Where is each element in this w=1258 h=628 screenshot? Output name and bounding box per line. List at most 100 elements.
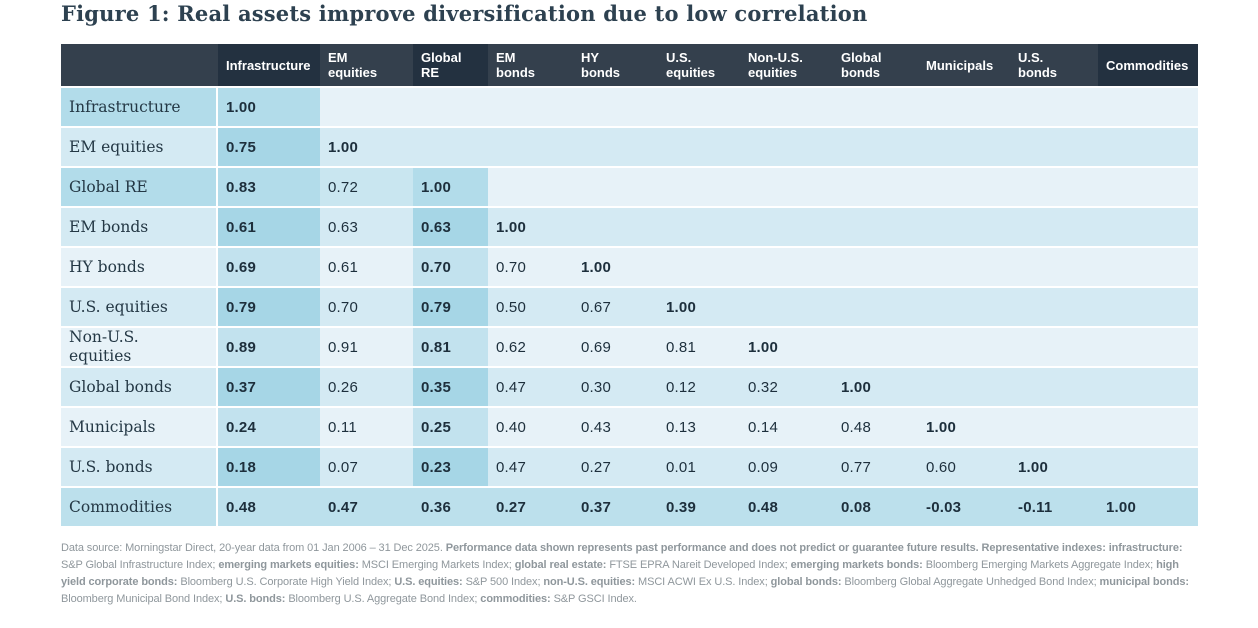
cell-empty-municipals-us-bonds: [1010, 408, 1098, 448]
column-header-em-bonds: EM bonds: [488, 44, 573, 88]
cell-empty-em-equities-hy-bonds: [573, 128, 658, 168]
cell-global-bonds-global-bonds: 1.00: [833, 368, 918, 408]
cell-empty-global-re-non-us-equities: [740, 168, 833, 208]
footnote-segment-11: U.S. equities:: [394, 576, 463, 588]
cell-empty-hy-bonds-global-bonds: [833, 248, 918, 288]
cell-commodities-global-bonds: 0.08: [833, 488, 918, 528]
cell-us-bonds-us-equities: 0.01: [658, 448, 740, 488]
footnote-segment-20: Bloomberg U.S. Aggregate Bond Index;: [285, 593, 481, 605]
cell-em-bonds-em-equities: 0.63: [320, 208, 413, 248]
cell-non-us-equities-non-us-equities: 1.00: [740, 328, 833, 368]
footnote-segment-15: global bonds:: [770, 576, 842, 588]
cell-empty-global-re-em-bonds: [488, 168, 573, 208]
cell-commodities-us-bonds: -0.11: [1010, 488, 1098, 528]
cell-empty-infrastructure-em-equities: [320, 88, 413, 128]
cell-empty-em-bonds-commodities: [1098, 208, 1198, 248]
footnote-segment-8: Bloomberg Emerging Markets Aggregate Ind…: [922, 559, 1157, 571]
cell-empty-global-bonds-commodities: [1098, 368, 1198, 408]
cell-empty-em-equities-us-bonds: [1010, 128, 1098, 168]
table-row-em-bonds: EM bonds 0.61 0.63 0.63 1.00: [61, 208, 1198, 248]
row-label-global-re: Global RE: [61, 168, 218, 208]
correlation-matrix-table: Infrastructure EM equities Global RE EM bon…: [61, 44, 1198, 528]
cell-em-bonds-infrastructure: 0.61: [218, 208, 320, 248]
cell-us-equities-hy-bonds: 0.67: [573, 288, 658, 328]
cell-non-us-equities-em-equities: 0.91: [320, 328, 413, 368]
cell-empty-us-bonds-commodities: [1098, 448, 1198, 488]
cell-empty-non-us-equities-municipals: [918, 328, 1010, 368]
table-row-infrastructure: Infrastructure 1.00: [61, 88, 1198, 128]
cell-municipals-non-us-equities: 0.14: [740, 408, 833, 448]
column-header-municipals: Municipals: [918, 44, 1010, 88]
cell-empty-hy-bonds-non-us-equities: [740, 248, 833, 288]
cell-us-bonds-non-us-equities: 0.09: [740, 448, 833, 488]
cell-empty-hy-bonds-us-equities: [658, 248, 740, 288]
footnote-segment-1: Performance data shown represents past p…: [445, 542, 1183, 554]
cell-empty-em-bonds-us-equities: [658, 208, 740, 248]
cell-empty-em-equities-municipals: [918, 128, 1010, 168]
cell-global-bonds-hy-bonds: 0.30: [573, 368, 658, 408]
cell-em-bonds-global-re: 0.63: [413, 208, 488, 248]
cell-empty-us-equities-municipals: [918, 288, 1010, 328]
table-row-us-bonds: U.S. bonds 0.18 0.07 0.23 0.47 0.27 0.01 0.09 0.…: [61, 448, 1198, 488]
cell-us-bonds-global-re: 0.23: [413, 448, 488, 488]
cell-global-bonds-infrastructure: 0.37: [218, 368, 320, 408]
row-label-non-us-equities: Non-U.S. equities: [61, 328, 218, 368]
cell-global-re-global-re: 1.00: [413, 168, 488, 208]
footnote-segment-14: MSCI ACWI Ex U.S. Index;: [635, 576, 771, 588]
cell-us-bonds-em-bonds: 0.47: [488, 448, 573, 488]
cell-empty-infrastructure-commodities: [1098, 88, 1198, 128]
column-header-em-equities: EM equities: [320, 44, 413, 88]
cell-empty-global-re-municipals: [918, 168, 1010, 208]
cell-commodities-us-equities: 0.39: [658, 488, 740, 528]
cell-municipals-global-bonds: 0.48: [833, 408, 918, 448]
cell-empty-em-bonds-municipals: [918, 208, 1010, 248]
cell-municipals-municipals: 1.00: [918, 408, 1010, 448]
footnote-segment-9: high yield corporate bonds:: [61, 559, 1179, 588]
cell-empty-em-bonds-global-bonds: [833, 208, 918, 248]
table-row-global-bonds: Global bonds 0.37 0.26 0.35 0.47 0.30 0.12 0.32…: [61, 368, 1198, 408]
table-row-em-equities: EM equities 0.75 1.00: [61, 128, 1198, 168]
cell-empty-infrastructure-us-bonds: [1010, 88, 1098, 128]
footnote-segment-21: commodities:: [480, 593, 551, 605]
cell-empty-em-bonds-hy-bonds: [573, 208, 658, 248]
cell-municipals-global-re: 0.25: [413, 408, 488, 448]
cell-empty-us-equities-global-bonds: [833, 288, 918, 328]
row-label-hy-bonds: HY bonds: [61, 248, 218, 288]
cell-us-bonds-em-equities: 0.07: [320, 448, 413, 488]
footnote-segment-10: Bloomberg U.S. Corporate High Yield Inde…: [177, 576, 395, 588]
cell-empty-non-us-equities-global-bonds: [833, 328, 918, 368]
table-row-us-equities: U.S. equities 0.79 0.70 0.79 0.50 0.67 1.00: [61, 288, 1198, 328]
cell-us-equities-em-bonds: 0.50: [488, 288, 573, 328]
cell-empty-global-re-global-bonds: [833, 168, 918, 208]
cell-empty-global-re-us-bonds: [1010, 168, 1098, 208]
cell-global-bonds-em-bonds: 0.47: [488, 368, 573, 408]
cell-global-re-em-equities: 0.72: [320, 168, 413, 208]
cell-empty-infrastructure-us-equities: [658, 88, 740, 128]
cell-commodities-infrastructure: 0.48: [218, 488, 320, 528]
footnote-segment-22: S&P GSCI Index.: [550, 593, 637, 605]
footnote-segment-0: Data source: Morningstar Direct, 20-year…: [61, 542, 446, 554]
cell-empty-global-bonds-us-bonds: [1010, 368, 1098, 408]
cell-empty-em-equities-em-bonds: [488, 128, 573, 168]
table-row-municipals: Municipals 0.24 0.11 0.25 0.40 0.43 0.13 0.14 0.…: [61, 408, 1198, 448]
cell-empty-hy-bonds-us-bonds: [1010, 248, 1098, 288]
cell-infrastructure-infrastructure: 1.00: [218, 88, 320, 128]
column-header-global-bonds: Global bonds: [833, 44, 918, 88]
cell-empty-global-bonds-municipals: [918, 368, 1010, 408]
cell-municipals-em-equities: 0.11: [320, 408, 413, 448]
corner-cell: [61, 44, 218, 88]
footnote-segment-13: non-U.S. equities:: [543, 576, 636, 588]
cell-us-equities-us-equities: 1.00: [658, 288, 740, 328]
cell-empty-municipals-commodities: [1098, 408, 1198, 448]
footnote-segment-18: Bloomberg Municipal Bond Index;: [61, 593, 226, 605]
cell-global-re-infrastructure: 0.83: [218, 168, 320, 208]
cell-em-bonds-em-bonds: 1.00: [488, 208, 573, 248]
table-row-non-us-equities: Non-U.S. equities 0.89 0.91 0.81 0.62 0.69 0.8…: [61, 328, 1198, 368]
footnote-segment-19: U.S. bonds:: [225, 593, 286, 605]
cell-non-us-equities-infrastructure: 0.89: [218, 328, 320, 368]
cell-municipals-hy-bonds: 0.43: [573, 408, 658, 448]
cell-em-equities-em-equities: 1.00: [320, 128, 413, 168]
footnote-segment-12: S&P 500 Index;: [462, 576, 544, 588]
footnote-segment-3: emerging markets equities:: [218, 559, 359, 571]
